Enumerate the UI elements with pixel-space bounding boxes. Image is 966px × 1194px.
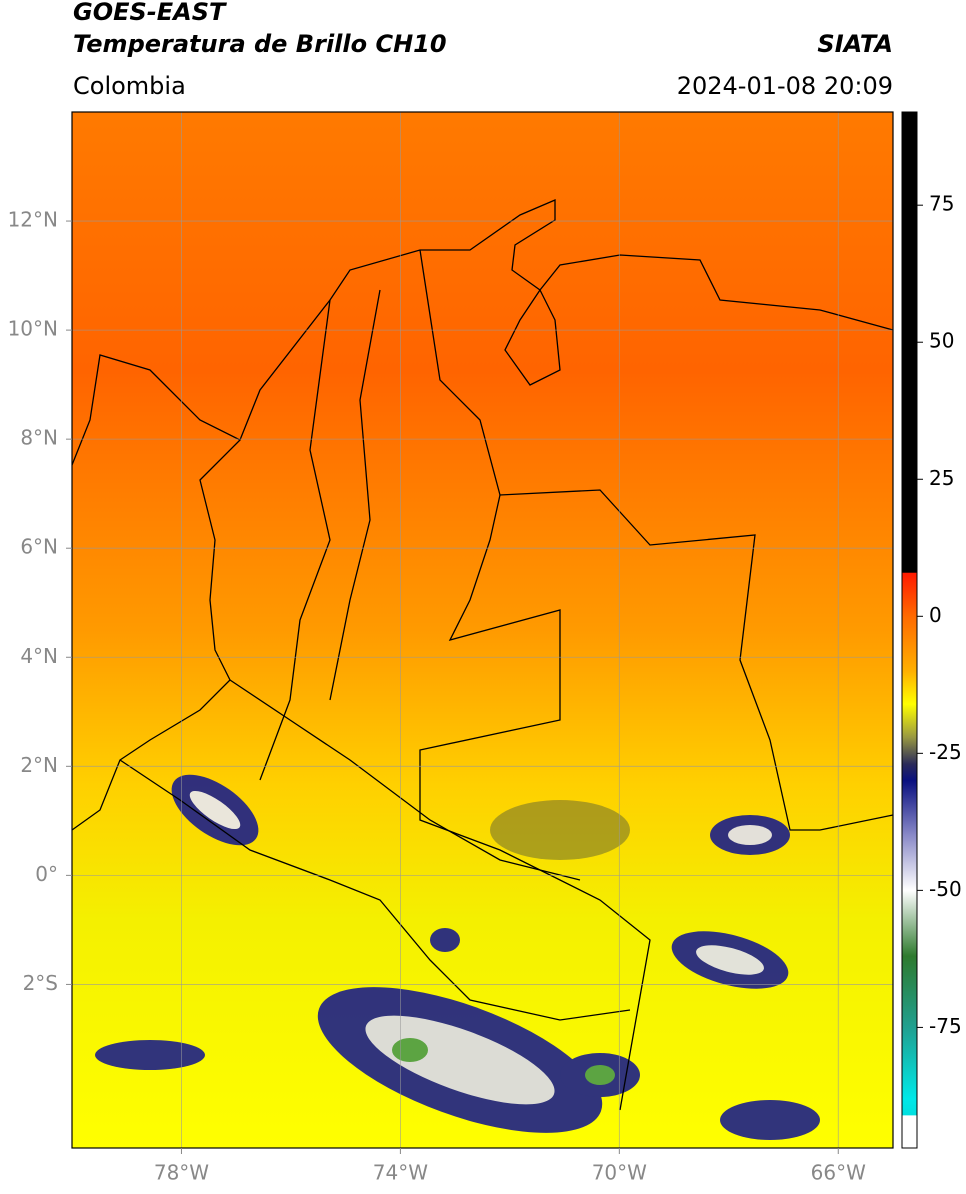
x-tick-label: 70°W <box>592 1161 647 1185</box>
colorbar-tick-label: 0 <box>929 603 942 627</box>
y-tick-label: 2°S <box>23 971 58 995</box>
y-tick-label: 10°N <box>8 317 58 341</box>
y-tick-label: 2°N <box>20 753 58 777</box>
title: GOES-EAST <box>73 0 227 26</box>
x-tick-label: 74°W <box>373 1161 428 1185</box>
map-frame <box>71 111 894 1149</box>
colorbar-tick-label: 25 <box>929 466 954 490</box>
y-tick-label: 6°N <box>20 535 58 559</box>
gridlines <box>72 112 893 1148</box>
subtitle: Temperatura de Brillo CH10 <box>73 30 447 58</box>
colorbar-tick-label: -25 <box>929 740 962 764</box>
colorbar-tick-label: 75 <box>929 192 954 216</box>
region: Colombia <box>73 72 186 100</box>
clouds <box>95 774 820 1140</box>
source: SIATA <box>817 30 893 58</box>
y-tick-label: 8°N <box>20 426 58 450</box>
colorbar-tick-label: -50 <box>929 877 962 901</box>
colorbar-tick-label: 50 <box>929 329 954 353</box>
x-tick-label: 78°W <box>154 1161 209 1185</box>
y-tick-label: 4°N <box>20 644 58 668</box>
borders <box>72 199 893 1111</box>
x-tick-label: 66°W <box>811 1161 866 1185</box>
y-tick-label: 12°N <box>8 208 58 232</box>
y-tick-label: 0° <box>35 862 58 886</box>
map-image <box>72 112 893 1148</box>
datetime: 2024-01-08 20:09 <box>677 72 893 100</box>
colorbar <box>901 111 918 1149</box>
colorbar-tick-label: -75 <box>929 1014 962 1038</box>
map-background <box>72 112 893 1148</box>
